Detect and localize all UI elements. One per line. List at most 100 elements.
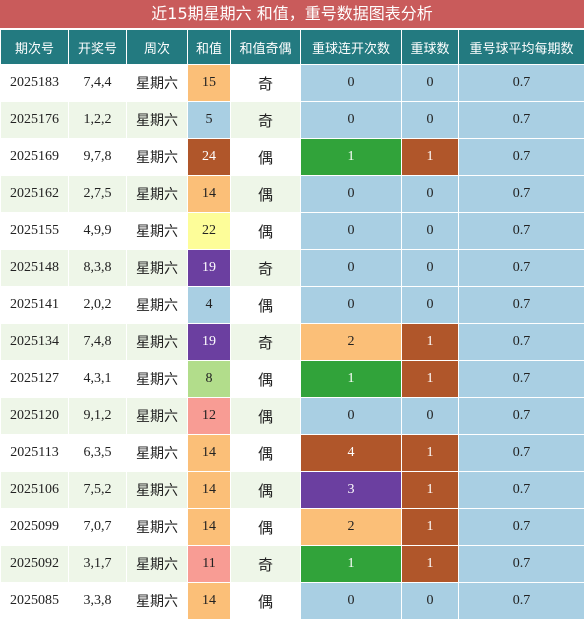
cell-sum: 11 xyxy=(188,546,231,583)
cell-numbers: 3,1,7 xyxy=(69,546,127,583)
cell-period: 2025169 xyxy=(1,139,69,176)
cell-period: 2025092 xyxy=(1,546,69,583)
cell-avg: 0.7 xyxy=(459,435,584,472)
cell-sum: 14 xyxy=(188,435,231,472)
cell-repeat-streak: 0 xyxy=(301,213,402,250)
cell-repeat-count: 0 xyxy=(402,213,459,250)
cell-parity: 偶 xyxy=(231,361,301,398)
cell-repeat-streak: 0 xyxy=(301,583,402,620)
header-parity: 和值奇偶 xyxy=(231,30,301,65)
cell-avg: 0.7 xyxy=(459,324,584,361)
cell-repeat-streak: 0 xyxy=(301,65,402,102)
cell-parity: 奇 xyxy=(231,65,301,102)
cell-sum: 19 xyxy=(188,324,231,361)
cell-weekday: 星期六 xyxy=(127,435,188,472)
cell-period: 2025155 xyxy=(1,213,69,250)
header-avg: 重号球平均每期数 xyxy=(459,30,584,65)
cell-repeat-streak: 1 xyxy=(301,361,402,398)
cell-parity: 偶 xyxy=(231,139,301,176)
cell-numbers: 4,9,9 xyxy=(69,213,127,250)
cell-period: 2025099 xyxy=(1,509,69,546)
cell-avg: 0.7 xyxy=(459,287,584,324)
cell-weekday: 星期六 xyxy=(127,250,188,287)
cell-sum: 22 xyxy=(188,213,231,250)
cell-numbers: 2,7,5 xyxy=(69,176,127,213)
page-title: 近15期星期六 和值，重号数据图表分析 xyxy=(0,0,584,29)
cell-repeat-count: 0 xyxy=(402,583,459,620)
cell-repeat-streak: 0 xyxy=(301,398,402,435)
cell-parity: 偶 xyxy=(231,213,301,250)
cell-weekday: 星期六 xyxy=(127,324,188,361)
cell-numbers: 3,3,8 xyxy=(69,583,127,620)
cell-weekday: 星期六 xyxy=(127,546,188,583)
cell-sum: 14 xyxy=(188,176,231,213)
cell-avg: 0.7 xyxy=(459,583,584,620)
cell-repeat-count: 0 xyxy=(402,250,459,287)
cell-weekday: 星期六 xyxy=(127,139,188,176)
cell-numbers: 6,3,5 xyxy=(69,435,127,472)
cell-weekday: 星期六 xyxy=(127,102,188,139)
cell-repeat-streak: 3 xyxy=(301,472,402,509)
table-header-row: 期次号 开奖号 周次 和值 和值奇偶 重球连开次数 重球数 重号球平均每期数 xyxy=(1,30,584,65)
cell-avg: 0.7 xyxy=(459,213,584,250)
header-numbers: 开奖号 xyxy=(69,30,127,65)
cell-sum: 4 xyxy=(188,287,231,324)
cell-weekday: 星期六 xyxy=(127,509,188,546)
cell-sum: 24 xyxy=(188,139,231,176)
cell-weekday: 星期六 xyxy=(127,176,188,213)
cell-repeat-count: 1 xyxy=(402,139,459,176)
cell-repeat-count: 1 xyxy=(402,546,459,583)
cell-period: 2025148 xyxy=(1,250,69,287)
cell-parity: 偶 xyxy=(231,176,301,213)
cell-sum: 8 xyxy=(188,361,231,398)
cell-repeat-count: 1 xyxy=(402,435,459,472)
cell-numbers: 4,3,1 xyxy=(69,361,127,398)
cell-repeat-count: 0 xyxy=(402,287,459,324)
cell-avg: 0.7 xyxy=(459,139,584,176)
cell-sum: 19 xyxy=(188,250,231,287)
cell-parity: 偶 xyxy=(231,509,301,546)
header-sum: 和值 xyxy=(188,30,231,65)
cell-numbers: 2,0,2 xyxy=(69,287,127,324)
cell-sum: 14 xyxy=(188,472,231,509)
cell-weekday: 星期六 xyxy=(127,361,188,398)
cell-numbers: 1,2,2 xyxy=(69,102,127,139)
cell-avg: 0.7 xyxy=(459,176,584,213)
cell-weekday: 星期六 xyxy=(127,398,188,435)
cell-period: 2025120 xyxy=(1,398,69,435)
cell-period: 2025113 xyxy=(1,435,69,472)
cell-period: 2025183 xyxy=(1,65,69,102)
cell-repeat-streak: 1 xyxy=(301,546,402,583)
cell-repeat-streak: 0 xyxy=(301,176,402,213)
cell-repeat-streak: 0 xyxy=(301,287,402,324)
cell-sum: 14 xyxy=(188,509,231,546)
cell-period: 2025106 xyxy=(1,472,69,509)
cell-weekday: 星期六 xyxy=(127,472,188,509)
cell-repeat-count: 1 xyxy=(402,509,459,546)
cell-repeat-count: 1 xyxy=(402,324,459,361)
cell-period: 2025141 xyxy=(1,287,69,324)
cell-avg: 0.7 xyxy=(459,472,584,509)
cell-parity: 奇 xyxy=(231,324,301,361)
cell-avg: 0.7 xyxy=(459,546,584,583)
cell-repeat-count: 0 xyxy=(402,398,459,435)
cell-period: 2025134 xyxy=(1,324,69,361)
cell-numbers: 9,7,8 xyxy=(69,139,127,176)
cell-avg: 0.7 xyxy=(459,361,584,398)
cell-avg: 0.7 xyxy=(459,398,584,435)
cell-repeat-streak: 2 xyxy=(301,509,402,546)
cell-parity: 奇 xyxy=(231,546,301,583)
cell-repeat-count: 0 xyxy=(402,176,459,213)
cell-parity: 奇 xyxy=(231,102,301,139)
data-table: 期次号 开奖号 周次 和值 和值奇偶 重球连开次数 重球数 重号球平均每期数 2… xyxy=(0,29,584,620)
